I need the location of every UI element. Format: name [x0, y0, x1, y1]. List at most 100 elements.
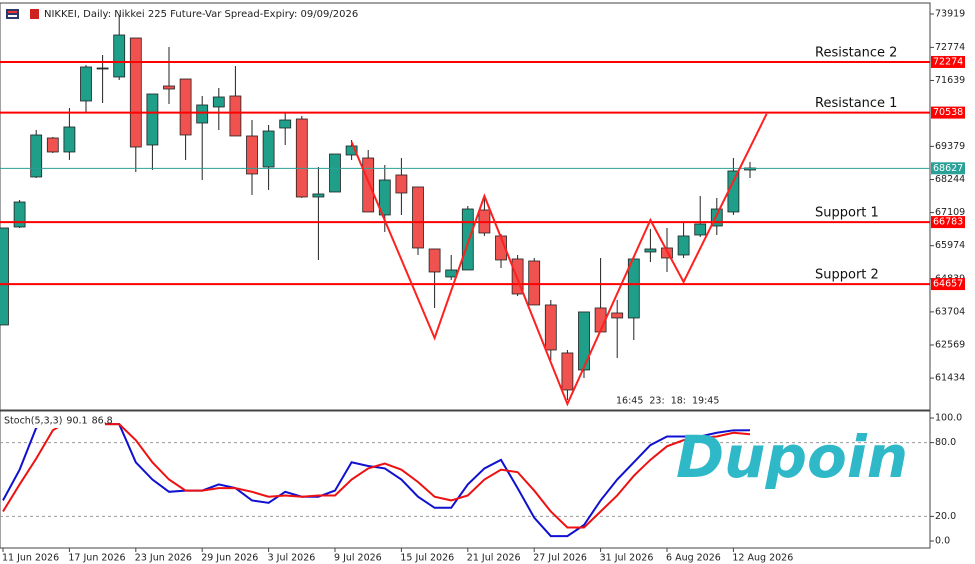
level-label-box: [931, 162, 965, 175]
x-tick-label: 11 Jun 2026: [2, 553, 59, 564]
icon: [8, 15, 17, 17]
x-tick-label: 12 Aug 2026: [732, 553, 793, 564]
candle-body: [611, 312, 624, 319]
level-annotation: Support 1: [815, 206, 879, 221]
level-label: 72274: [933, 56, 963, 67]
candle-body: [0, 227, 9, 326]
level-label: 64657: [933, 279, 963, 290]
indicator-value: 86.8: [92, 416, 113, 427]
candle-body: [511, 258, 524, 295]
candle-body: [412, 186, 424, 249]
timer-label: 16:45: [616, 396, 643, 407]
candle-body: [544, 304, 557, 351]
level-annotation: Resistance 1: [815, 96, 897, 111]
y-tick-label: 100.0: [935, 413, 962, 424]
y-tick-label: 69379: [935, 141, 965, 152]
y-tick-label: 63704: [935, 306, 965, 317]
candle-body: [428, 248, 441, 273]
candle-body: [578, 311, 590, 371]
candle-body: [212, 96, 225, 108]
level-label: 68627: [933, 163, 963, 174]
candle-body: [129, 37, 142, 148]
candle-body: [63, 126, 76, 153]
candle-body: [528, 260, 541, 306]
level-annotation: Resistance 2: [815, 45, 897, 60]
candle-body: [13, 201, 26, 228]
y-tick-label: 68244: [935, 174, 965, 185]
level-label-box: [931, 106, 965, 119]
icon: [30, 9, 39, 19]
candle-body: [295, 118, 308, 198]
y-tick-label: 72774: [935, 42, 965, 53]
icon: [6, 9, 19, 19]
candle-body: [146, 93, 159, 146]
candle-body: [677, 235, 690, 256]
stoch-line: [2, 416, 751, 529]
x-tick-label: 29 Jun 2026: [201, 553, 258, 564]
candle-body: [113, 34, 126, 78]
x-tick-label: 9 Jul 2026: [334, 553, 382, 564]
y-tick-label: 67109: [935, 207, 965, 218]
x-tick-label: 15 Jul 2026: [400, 553, 454, 564]
candle-body: [694, 223, 707, 236]
y-tick-label: 20.0: [935, 511, 956, 522]
timer-label: 18:: [671, 396, 686, 407]
candle-body: [445, 269, 458, 278]
candle-body: [163, 85, 175, 90]
watermark: Dupoin: [676, 423, 908, 491]
candle-body: [30, 134, 43, 178]
level-label: 70538: [933, 107, 963, 118]
candle-body: [96, 67, 109, 70]
candle-body: [727, 170, 740, 213]
candle-body: [279, 119, 292, 129]
indicator-title: Stoch(5,3,3): [4, 416, 62, 427]
x-tick-label: 3 Jul 2026: [268, 553, 316, 564]
x-tick-label: 6 Aug 2026: [666, 553, 721, 564]
stoch-panel: [0, 410, 931, 549]
candle-body: [461, 208, 474, 271]
level-label-box: [931, 278, 965, 291]
y-tick-label: 62569: [935, 339, 965, 350]
candle-body: [179, 78, 192, 136]
candle-body: [229, 95, 242, 137]
candle-body: [80, 66, 92, 102]
level-annotation: Support 2: [815, 268, 879, 283]
level-label: 66783: [933, 217, 963, 228]
main-panel: [0, 2, 931, 411]
candle-body: [246, 135, 258, 175]
zigzag-line: [350, 113, 768, 407]
y-tick-label: 73919: [935, 8, 965, 19]
level-label-box: [931, 216, 965, 229]
chart-title: NIKKEI, Daily: Nikkei 225 Future-Var Spr…: [44, 9, 358, 20]
y-tick-label: 71639: [935, 75, 965, 86]
candle-body: [644, 248, 657, 253]
x-tick-label: 31 Jul 2026: [600, 553, 654, 564]
candle-body: [378, 179, 391, 216]
candle-body: [362, 157, 375, 213]
y-tick-label: 0.0: [935, 535, 950, 546]
candle-body: [46, 137, 59, 153]
candle-body: [329, 153, 341, 193]
label-bg: [1, 413, 105, 428]
candle-body: [710, 208, 723, 227]
x-tick-label: 27 Jul 2026: [533, 553, 587, 564]
y-tick-label: 80.0: [935, 437, 956, 448]
x-tick-label: 21 Jul 2026: [467, 553, 521, 564]
candle-body: [312, 193, 325, 198]
x-tick-label: 23 Jun 2026: [135, 553, 192, 564]
candle-body: [262, 130, 275, 168]
y-tick-label: 65974: [935, 240, 965, 251]
timer-label: 19:45: [692, 396, 719, 407]
level-label-box: [931, 55, 965, 68]
timer-label: 23:: [649, 396, 664, 407]
y-tick-label: 61434: [935, 373, 965, 384]
candle-body: [345, 145, 358, 156]
candle-body: [196, 104, 209, 124]
candle-body: [627, 258, 640, 319]
icon: [8, 11, 17, 13]
stoch-line: [2, 417, 751, 538]
candle-body: [395, 174, 408, 194]
indicator-value: 90.1: [66, 416, 87, 427]
x-tick-label: 17 Jun 2026: [68, 553, 125, 564]
